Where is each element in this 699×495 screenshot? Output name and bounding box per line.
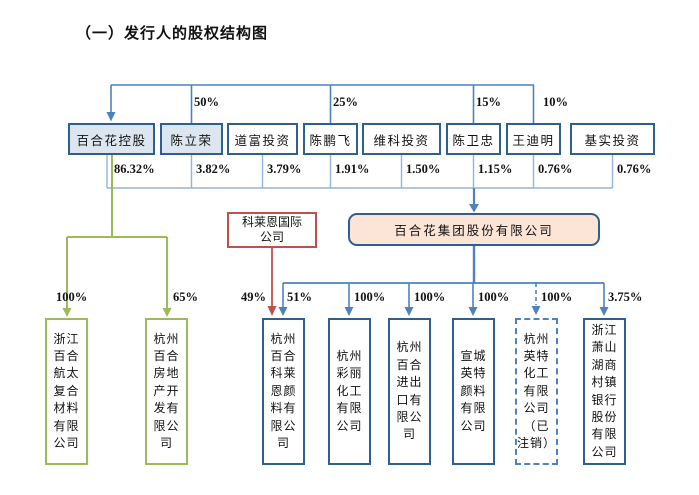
arrow-into-issuer	[469, 204, 479, 213]
stake-label-green-65: 65%	[173, 290, 198, 304]
subsidiary-box-import-export: 杭州 百合 进出 口有 限公 司	[388, 318, 431, 465]
shareholder-box-baihehua-holding: 百合花控股	[68, 123, 155, 155]
arrow-red	[267, 306, 277, 316]
clariant-international-box: 科莱恩国际 公司	[227, 212, 317, 248]
stake-label-10: 10%	[543, 95, 568, 109]
subsidiary-box-yingte-chemical-deregistered: 杭州 英特 化工 有限 公司 （已 注销）	[515, 318, 558, 465]
stake-label-51: 51%	[287, 290, 312, 304]
stake-label-1-91: 1.91%	[335, 162, 370, 176]
subsidiary-box-clariant-pigments: 杭州 百合 科莱 恩颜 料有 限公 司	[262, 318, 305, 465]
stake-label-49: 49%	[241, 290, 266, 304]
stake-label-25: 25%	[333, 95, 358, 109]
issuer-company-box: 百合花集团股份有限公司	[348, 213, 600, 246]
stake-label-100-b: 100%	[414, 290, 446, 304]
stake-label-100-a: 100%	[354, 290, 386, 304]
shareholder-box-chenweizhong: 陈卫忠	[446, 123, 501, 155]
stake-label-0-76-b: 0.76%	[617, 162, 652, 176]
stake-label-3-82: 3.82%	[196, 162, 231, 176]
shareholder-box-chenlirong: 陈立荣	[160, 123, 223, 155]
stake-label-15: 15%	[476, 95, 501, 109]
shareholder-box-weike: 维科投资	[362, 123, 441, 155]
issuer-subsidiary-lines	[282, 246, 605, 308]
stake-label-green-100: 100%	[56, 290, 88, 304]
stake-label-100-c: 100%	[478, 290, 510, 304]
stake-label-1-50: 1.50%	[406, 162, 441, 176]
holding-ownership-lines	[110, 84, 535, 123]
stake-label-1-15: 1.15%	[478, 162, 513, 176]
shareholder-box-jishi: 基实投资	[570, 123, 655, 155]
shareholder-box-daofu: 道富投资	[227, 123, 298, 155]
arrow-green-1	[62, 308, 72, 317]
issuer-subsidiary-arrows	[278, 306, 609, 316]
arrow-into-holding	[106, 112, 116, 122]
shareholder-box-chenpengfei: 陈鹏飞	[303, 123, 358, 155]
subsidiary-box-village-bank: 浙江 萧山 湖商 村镇 银行 股份 有限 公司	[583, 318, 626, 465]
subsidiary-box-yingte-pigments: 宣城 英特 颜料 有限 公司	[452, 318, 495, 465]
subsidiary-box-hangtai: 浙江 百合 航太 复合 材料 有限 公司	[45, 318, 88, 465]
stake-label-3-79: 3.79%	[267, 162, 302, 176]
stake-label-86-32: 86.32%	[114, 162, 155, 176]
arrow-green-2	[162, 308, 172, 317]
stake-label-100-d: 100%	[541, 290, 573, 304]
page-title: （一）发行人的股权结构图	[76, 26, 269, 42]
stake-label-3-75: 3.75%	[608, 290, 643, 304]
subsidiary-box-caili-chemical: 杭州 彩丽 化工 有限 公司	[328, 318, 371, 465]
shareholder-box-wangdiming: 王迪明	[506, 123, 561, 155]
stake-label-50: 50%	[194, 95, 219, 109]
holding-subsidiary-lines	[66, 155, 168, 309]
stake-label-0-76-a: 0.76%	[538, 162, 573, 176]
subsidiary-box-real-estate: 杭州 百合 房地 产开 发有 限公 司	[145, 318, 188, 465]
issuer-ownership-lines	[106, 155, 614, 189]
